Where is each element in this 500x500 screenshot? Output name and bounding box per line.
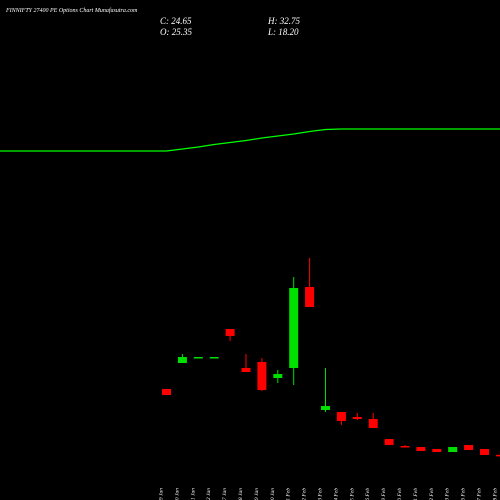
x-tick-label: 06 Feb: [365, 488, 371, 500]
readout-close: C: 24.65: [160, 16, 192, 26]
x-tick-label: 18 Feb: [492, 488, 498, 500]
candle-body: [416, 447, 426, 451]
readout-open: O: 25.35: [160, 27, 192, 37]
x-tick-label: 11 Feb: [413, 488, 419, 500]
x-tick-label: 09 Feb: [381, 488, 387, 500]
x-tick-label: 30 Jan: [270, 488, 276, 500]
candle-body: [305, 287, 315, 307]
x-tick-label: 17 Feb: [477, 488, 483, 500]
candle-body: [209, 357, 219, 359]
x-tick-label: 12 Feb: [429, 488, 435, 500]
candle-body: [384, 439, 394, 445]
x-tick-label: 27 Jan: [222, 488, 228, 500]
x-tick-label: 04 Feb: [332, 488, 339, 500]
x-tick-label: 19 Jan: [159, 488, 165, 500]
chart-title: FINNIFTY 27400 PE Options Chart Munafasu…: [5, 7, 138, 14]
x-tick-label: 16 Feb: [461, 488, 467, 500]
candle-body: [368, 419, 378, 428]
candle-body: [448, 447, 458, 452]
readout-high: H: 32.75: [267, 16, 300, 26]
x-tick-label: 21 Jan: [190, 488, 196, 500]
candle-body: [225, 329, 235, 336]
line-series: [166, 128, 500, 152]
candle-body: [464, 445, 474, 450]
candle-body: [177, 357, 187, 363]
candle-body: [352, 417, 362, 419]
candle-body: [495, 454, 500, 457]
x-tick-label: 03 Feb: [318, 488, 324, 500]
x-tick-label: 20 Jan: [174, 488, 180, 500]
x-tick-label: 02 Feb: [302, 488, 308, 500]
candle-body: [289, 288, 299, 368]
x-tick-label: 22 Jan: [206, 488, 212, 500]
candle-body: [336, 412, 346, 421]
x-tick-label: 05 Feb: [349, 488, 355, 500]
candle-body: [193, 357, 203, 359]
candle-body: [480, 449, 489, 455]
candle-body: [257, 362, 267, 390]
x-tick-label: 28 Jan: [238, 488, 244, 500]
x-tick-label: 10 Feb: [397, 488, 403, 500]
candle-body: [162, 389, 171, 395]
candle-body: [400, 446, 410, 448]
candle-body: [432, 449, 442, 452]
x-tick-label: 01 Feb: [286, 488, 292, 500]
candle-body: [273, 374, 283, 378]
x-tick-label: 29 Jan: [254, 488, 260, 500]
x-tick-label: 13 Feb: [445, 488, 451, 500]
readout-low: L: 18.20: [267, 27, 299, 37]
candle-body: [241, 368, 251, 372]
candle-body: [321, 406, 330, 410]
